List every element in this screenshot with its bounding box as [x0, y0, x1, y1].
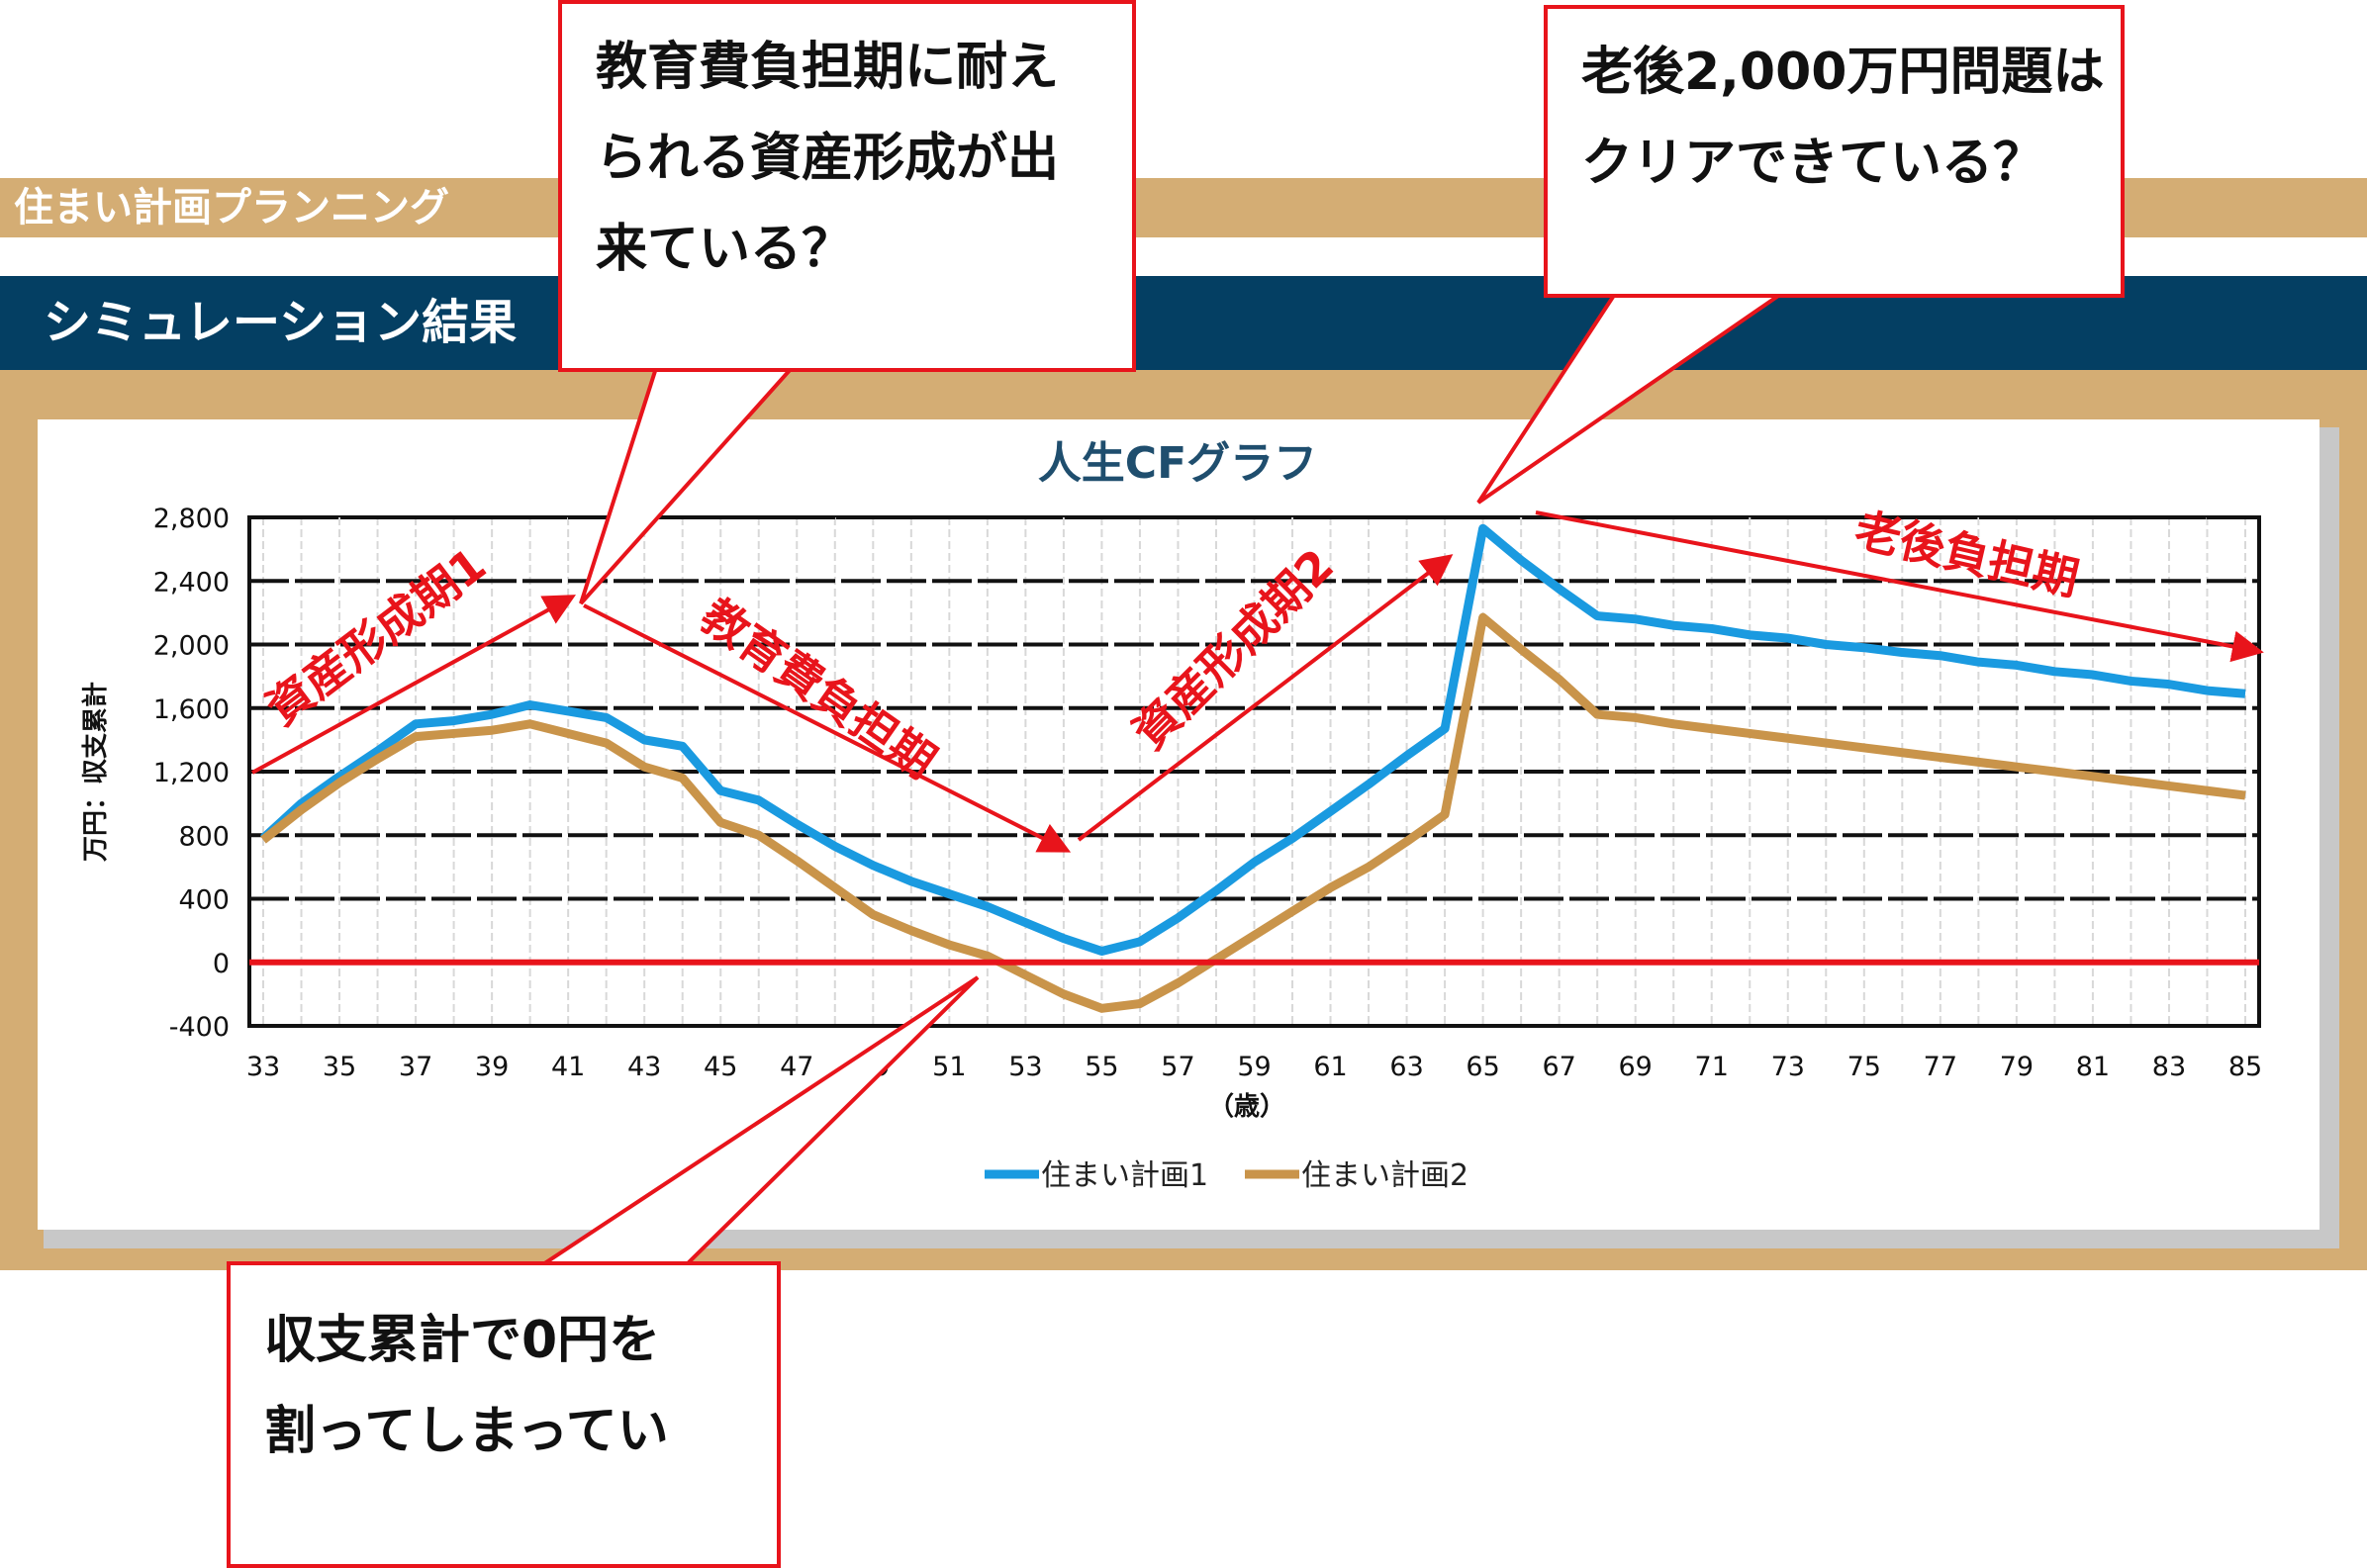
x-tick-label: 73 [1771, 1052, 1805, 1082]
y-tick-label: 400 [178, 885, 230, 916]
y-axis-label: 万円：収支累計 [80, 682, 111, 862]
x-tick-label: 85 [2228, 1052, 2262, 1082]
x-tick-label: 77 [1924, 1052, 1957, 1082]
x-tick-label: 57 [1161, 1052, 1194, 1082]
x-tick-label: 55 [1085, 1052, 1118, 1082]
x-tick-label: 45 [704, 1052, 737, 1082]
y-tick-label: 0 [213, 949, 230, 979]
x-tick-label: 51 [932, 1052, 966, 1082]
chart-title: 人生CFグラフ [1038, 438, 1317, 489]
callout-line: クリアできている？ [1581, 118, 2121, 209]
x-axis-label: （歳） [1208, 1092, 1285, 1122]
callout-negative-balance: 収支累計で0円を 割ってしまってい [227, 1261, 781, 1568]
y-tick-label: 1,600 [153, 694, 230, 725]
y-tick-label: 2,400 [153, 567, 230, 598]
callout-retirement: 老後2,000万円問題は クリアできている？ [1544, 5, 2125, 298]
x-tick-label: 41 [551, 1052, 585, 1082]
x-tick-label: 53 [1008, 1052, 1042, 1082]
x-tick-label: 37 [399, 1052, 432, 1082]
callout-line: 教育費負担期に耐え [596, 22, 1132, 113]
x-tick-label: 79 [2000, 1052, 2034, 1082]
x-axis-ticks: 3335373941434547495153555759616365676971… [246, 1052, 2262, 1082]
y-tick-label: 2,800 [153, 504, 230, 534]
callout-education: 教育費負担期に耐え られる資産形成が出 来ている？ [558, 0, 1136, 372]
y-tick-label: 1,200 [153, 758, 230, 788]
x-tick-label: 69 [1619, 1052, 1653, 1082]
callout-line: 来ている？ [596, 204, 1132, 295]
x-tick-label: 47 [780, 1052, 813, 1082]
callout-line: 割ってしまってい [264, 1386, 777, 1477]
y-tick-label: -400 [169, 1012, 230, 1043]
x-tick-label: 39 [475, 1052, 509, 1082]
y-tick-label: 800 [178, 821, 230, 852]
callout-line: 老後2,000万円問題は [1581, 27, 2121, 118]
y-tick-label: 2,000 [153, 631, 230, 662]
legend-label-plan1: 住まい計画1 [1041, 1158, 1208, 1193]
x-tick-label: 61 [1313, 1052, 1347, 1082]
x-tick-label: 43 [627, 1052, 661, 1082]
y-axis-ticks: -400 0 400 800 1,200 1,600 2,000 2,400 2,800 [153, 504, 230, 1043]
x-tick-label: 71 [1695, 1052, 1729, 1082]
legend: 住まい計画1 住まい計画2 [985, 1158, 1468, 1193]
legend-label-plan2: 住まい計画2 [1301, 1158, 1468, 1193]
x-tick-label: 65 [1466, 1052, 1499, 1082]
callout-line: 収支累計で0円を [264, 1295, 777, 1386]
x-tick-label: 33 [246, 1052, 280, 1082]
x-tick-label: 35 [323, 1052, 356, 1082]
callout2-tail [1478, 294, 1781, 503]
x-tick-label: 67 [1542, 1052, 1575, 1082]
x-tick-label: 83 [2152, 1052, 2186, 1082]
x-tick-label: 81 [2076, 1052, 2110, 1082]
callout-line: られる資産形成が出 [596, 113, 1132, 204]
x-tick-label: 75 [1847, 1052, 1881, 1082]
x-tick-label: 63 [1389, 1052, 1423, 1082]
x-tick-label: 59 [1237, 1052, 1271, 1082]
